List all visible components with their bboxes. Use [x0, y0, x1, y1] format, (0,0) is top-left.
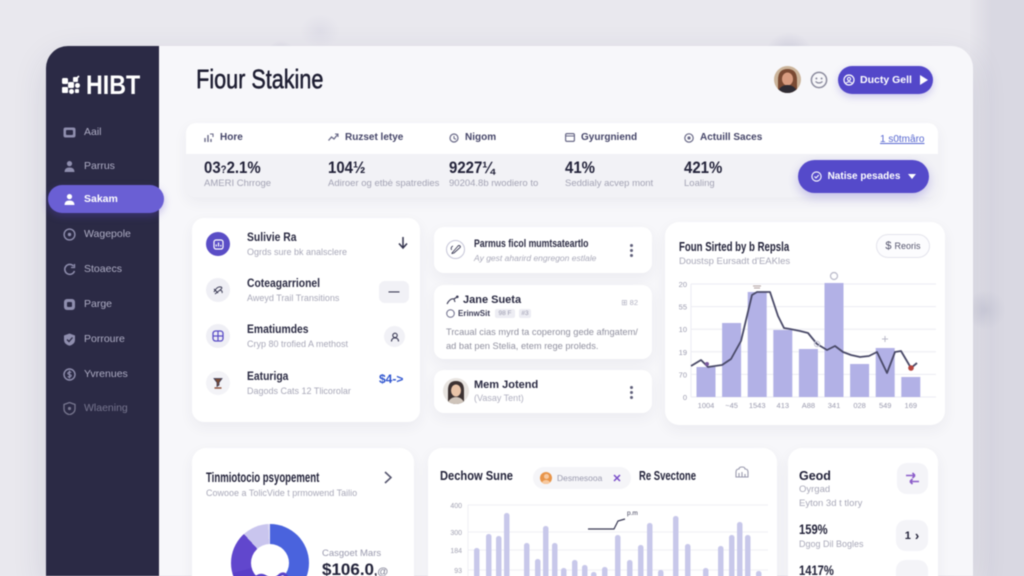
svg-text:A88: A88 [802, 401, 815, 410]
svg-text:70: 70 [679, 370, 687, 379]
svg-text:p.m: p.m [627, 510, 638, 517]
svg-text:20: 20 [679, 280, 687, 289]
svg-text:55: 55 [679, 303, 687, 312]
svg-text:300: 300 [450, 530, 462, 537]
svg-text:341: 341 [828, 401, 841, 410]
svg-text:1004: 1004 [698, 401, 715, 410]
svg-text:413: 413 [777, 401, 790, 410]
svg-text:1543: 1543 [749, 401, 766, 410]
svg-text:184: 184 [450, 548, 462, 555]
svg-text:028: 028 [853, 401, 866, 410]
svg-text:19: 19 [679, 348, 687, 357]
svg-text:93: 93 [454, 568, 462, 575]
svg-text:400: 400 [450, 503, 462, 510]
svg-text:0: 0 [683, 393, 687, 402]
svg-text:~45: ~45 [725, 401, 738, 410]
svg-text:169: 169 [905, 401, 918, 410]
svg-text:10: 10 [679, 325, 687, 334]
svg-text:549: 549 [879, 401, 892, 410]
